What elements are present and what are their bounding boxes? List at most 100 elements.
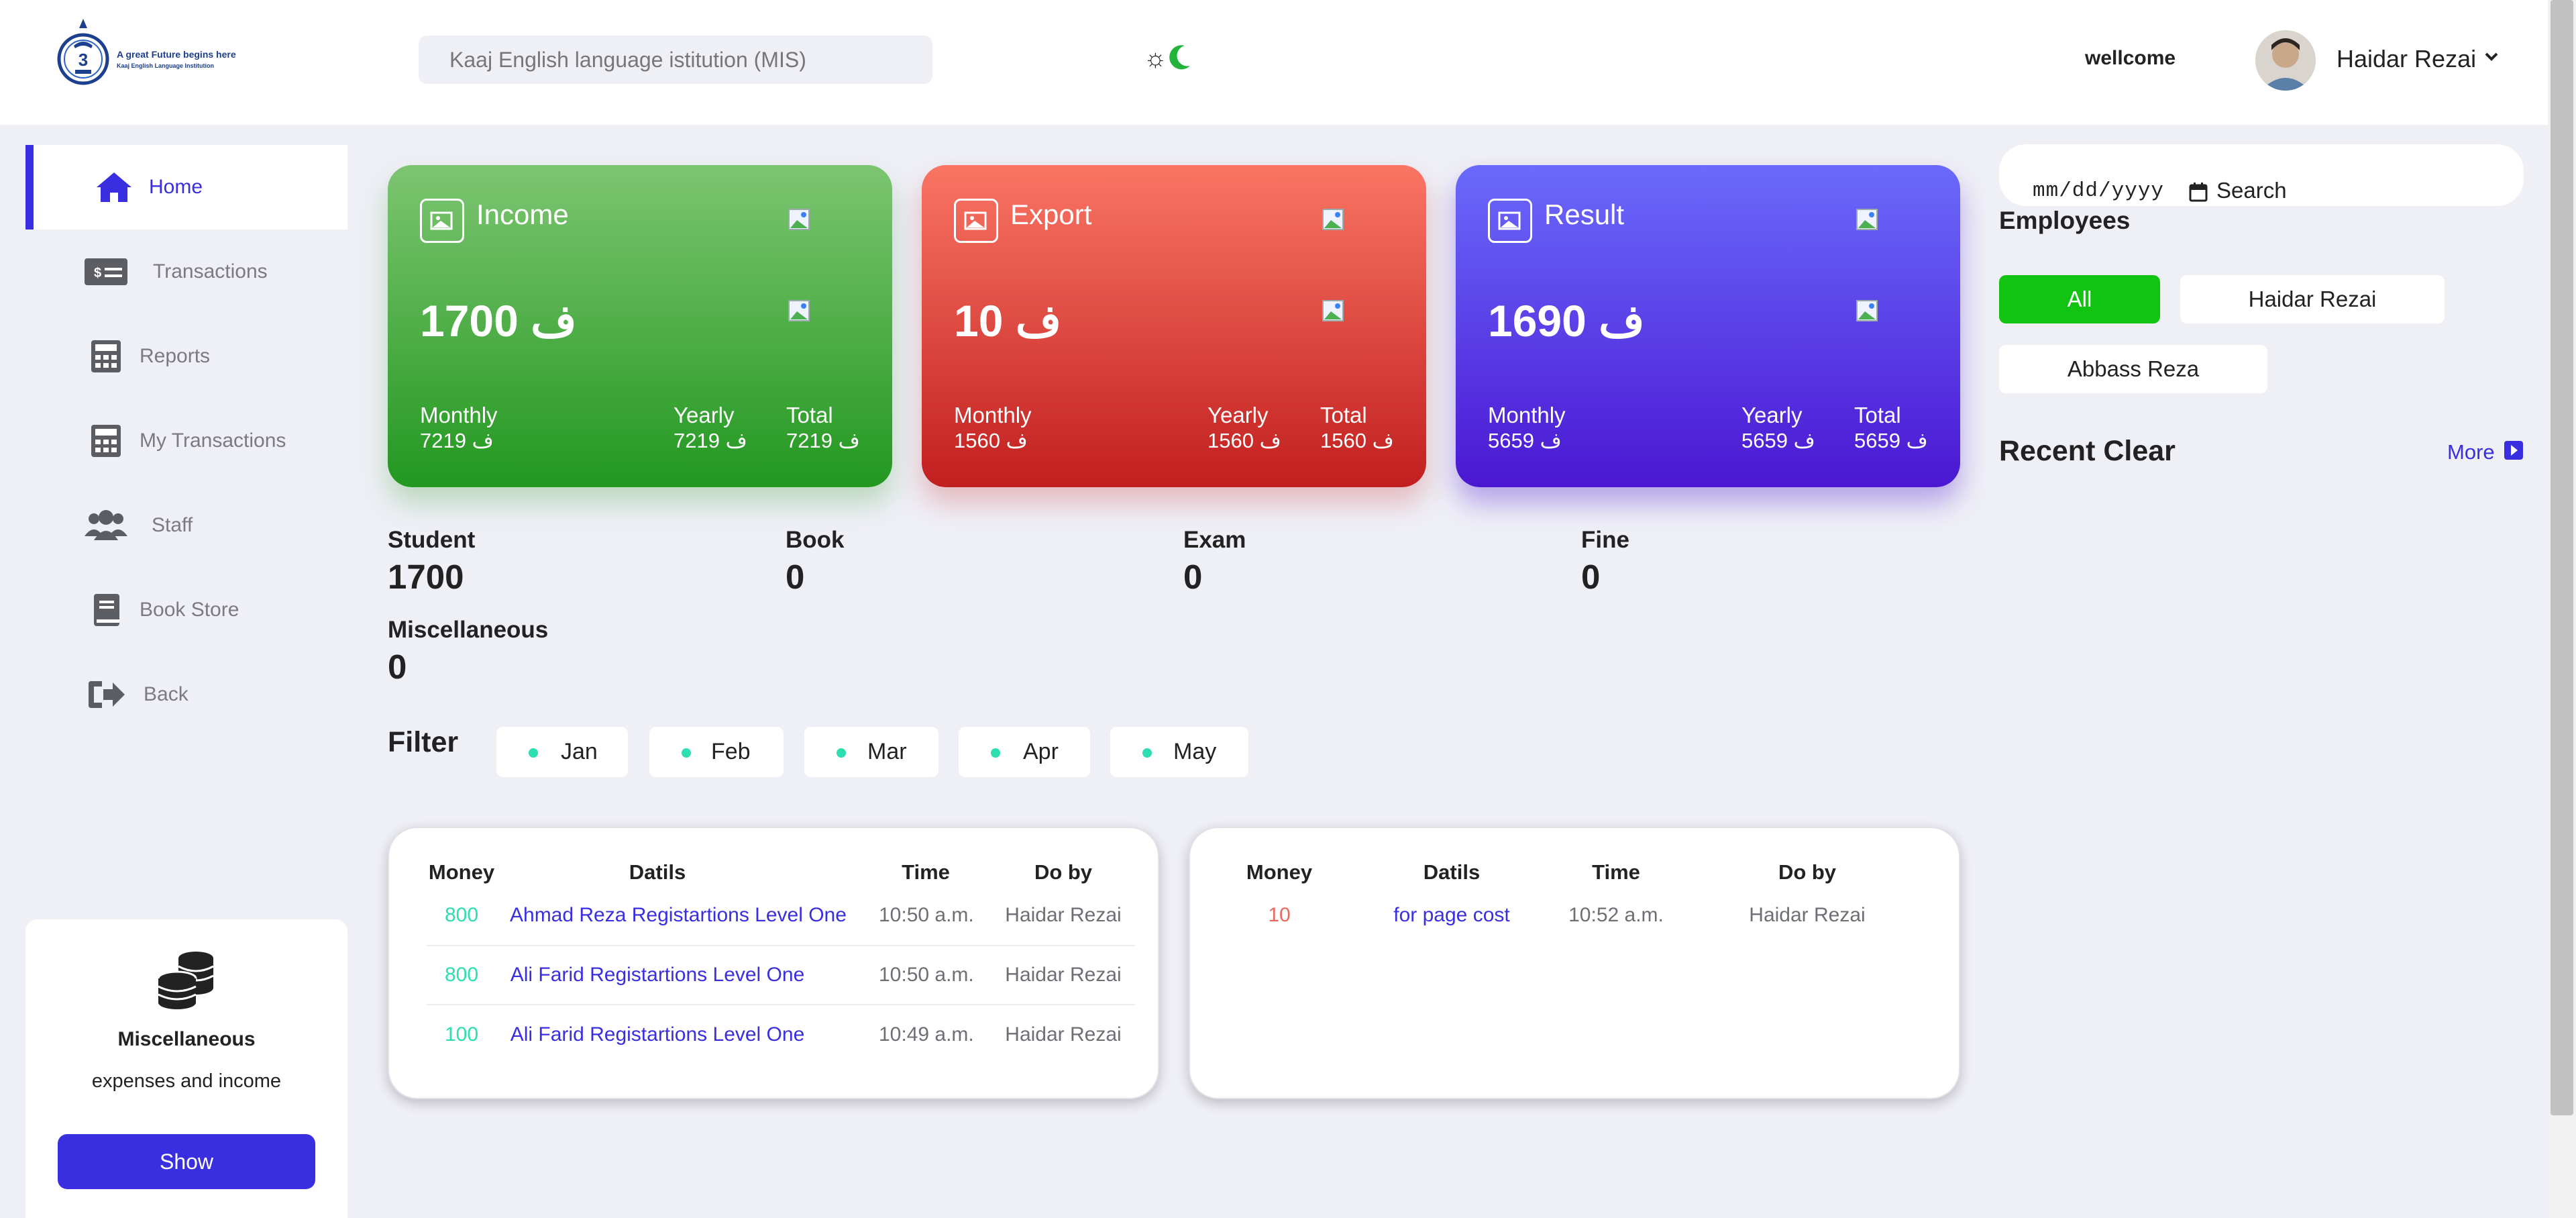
export-card[interactable]: Export 10 ف Monthly 1560 ف Yearly 1560 ف… — [922, 165, 1426, 487]
home-icon — [97, 172, 131, 202]
dot-icon — [529, 748, 538, 758]
monthly-value: 5659 ف — [1488, 429, 1562, 452]
column-header: Time — [1592, 860, 1640, 884]
chip-label: Mar — [867, 739, 907, 764]
filter-chip-feb[interactable]: Feb — [649, 727, 784, 777]
details-cell[interactable]: for page cost — [1393, 904, 1510, 926]
details-cell[interactable]: Ahmad Reza Registartions Level One — [510, 904, 847, 926]
time-cell: 10:50 a.m. — [879, 964, 974, 986]
sidebar-item-staff[interactable]: Staff — [25, 483, 347, 568]
total-label: Total — [1854, 403, 1901, 427]
recent-clear-title: Recent Clear — [1999, 435, 2176, 467]
svg-text:3: 3 — [78, 50, 88, 70]
expense-table: Money Datils Time Do by 10 for page cost… — [1189, 827, 1960, 1099]
column-header: Money — [428, 860, 495, 884]
employee-filter-haidar[interactable]: Haidar Rezai — [2180, 275, 2445, 323]
dot-icon — [682, 748, 691, 758]
sidebar-item-my-transactions[interactable]: My Transactions — [25, 399, 347, 483]
misc-count-label: Miscellaneous — [388, 617, 549, 643]
filter-chip-may[interactable]: May — [1110, 727, 1248, 777]
column-header: Money — [1246, 860, 1313, 884]
welcome-text: wellcome — [2085, 47, 2176, 69]
yearly-value: 1560 ف — [1208, 429, 1281, 452]
total-value: 7219 ف — [786, 429, 860, 452]
broken-image-icon — [1856, 209, 1878, 230]
money-cell: 10 — [1268, 904, 1291, 926]
broken-image-icon — [420, 199, 464, 243]
dot-icon — [1142, 748, 1152, 758]
monthly-value: 7219 ف — [420, 429, 494, 452]
user-avatar[interactable] — [2255, 30, 2316, 91]
scrollbar-thumb[interactable] — [2551, 0, 2573, 1115]
coins-icon — [157, 952, 214, 1009]
filter-chip-apr[interactable]: Apr — [959, 727, 1090, 777]
column-header: Datils — [629, 860, 686, 884]
time-cell: 10:49 a.m. — [879, 1023, 974, 1046]
moon-icon[interactable] — [1169, 44, 1191, 71]
exam-count-value: 0 — [1183, 558, 1203, 596]
logo-tagline: A great Future begins here — [117, 49, 236, 60]
more-link[interactable]: More — [2447, 440, 2495, 464]
broken-image-icon — [1856, 300, 1878, 321]
user-name[interactable]: Haidar Rezai — [2337, 45, 2477, 72]
calculator-icon — [91, 425, 121, 457]
sun-icon[interactable]: ☼ — [1144, 44, 1167, 72]
book-count-label: Book — [786, 527, 845, 553]
student-count-label: Student — [388, 527, 476, 553]
broken-image-icon — [788, 209, 810, 230]
chip-label: May — [1173, 739, 1217, 764]
users-icon — [85, 510, 127, 540]
sidebar-item-back[interactable]: Back — [25, 652, 347, 737]
card-title: Income — [476, 199, 569, 230]
monthly-value: 1560 ف — [954, 429, 1028, 452]
dot-icon — [837, 748, 846, 758]
income-card[interactable]: Income 1700 ف Monthly 7219 ف Yearly 7219… — [388, 165, 892, 487]
time-cell: 10:50 a.m. — [879, 904, 974, 926]
time-cell: 10:52 a.m. — [1568, 904, 1664, 926]
arrow-right-square-icon[interactable] — [2504, 440, 2524, 460]
employee-filter-all[interactable]: All — [1999, 275, 2160, 323]
yearly-label: Yearly — [1741, 403, 1803, 427]
sidebar-item-book-store[interactable]: Book Store — [25, 568, 347, 652]
card-amount: 1700 ف — [420, 296, 577, 346]
student-count-value: 1700 — [388, 558, 464, 596]
calendar-icon[interactable] — [2189, 182, 2208, 202]
chevron-down-icon[interactable] — [2483, 50, 2500, 63]
misc-card-title: Miscellaneous — [117, 1028, 256, 1050]
svg-text:$: $ — [94, 266, 101, 281]
sidebar-item-reports[interactable]: Reports — [25, 314, 347, 399]
details-cell[interactable]: Ali Farid Registartions Level One — [510, 964, 805, 986]
book-count-value: 0 — [786, 558, 805, 596]
do-by-cell: Haidar Rezai — [1005, 1023, 1122, 1046]
top-header: 3 A great Future begins here Kaaj Englis… — [0, 0, 2548, 125]
filter-label: Filter — [388, 726, 459, 758]
employee-filter-abbass[interactable]: Abbass Reza — [1999, 345, 2267, 393]
column-header: Time — [902, 860, 950, 884]
sidebar-item-transactions[interactable]: $ Transactions — [25, 230, 347, 314]
miscellaneous-card: Miscellaneous expenses and income Show — [25, 919, 347, 1218]
sidebar-item-label: Home — [149, 176, 203, 198]
monthly-label: Monthly — [420, 403, 498, 427]
filter-chip-mar[interactable]: Mar — [804, 727, 938, 777]
show-button[interactable]: Show — [58, 1134, 315, 1189]
fine-count-label: Fine — [1581, 527, 1629, 553]
sidebar-item-label: Book Store — [140, 599, 239, 621]
yearly-value: 7219 ف — [674, 429, 747, 452]
sidebar-item-label: Transactions — [153, 260, 268, 283]
details-cell[interactable]: Ali Farid Registartions Level One — [510, 1023, 805, 1046]
employees-title: Employees — [1999, 207, 2131, 234]
filter-chip-jan[interactable]: Jan — [496, 727, 628, 777]
sidebar-item-label: Back — [144, 683, 189, 705]
result-card[interactable]: Result 1690 ف Monthly 5659 ف Yearly 5659… — [1456, 165, 1960, 487]
total-value: 1560 ف — [1320, 429, 1394, 452]
search-button[interactable]: Search — [2216, 178, 2287, 203]
search-input[interactable]: Kaaj English language istitution (MIS) — [419, 36, 932, 84]
broken-image-icon — [788, 300, 810, 321]
fine-count-value: 0 — [1581, 558, 1601, 596]
date-input[interactable]: mm/dd/yyyy — [2033, 179, 2165, 203]
income-table: Money Datils Time Do by 800 Ahmad Reza R… — [388, 827, 1159, 1099]
monthly-label: Monthly — [954, 403, 1032, 427]
sidebar-item-home[interactable]: Home — [25, 145, 347, 230]
institution-logo[interactable]: 3 A great Future begins here Kaaj Englis… — [55, 15, 250, 98]
date-filter-box: mm/dd/yyyy Search — [1999, 144, 2524, 206]
